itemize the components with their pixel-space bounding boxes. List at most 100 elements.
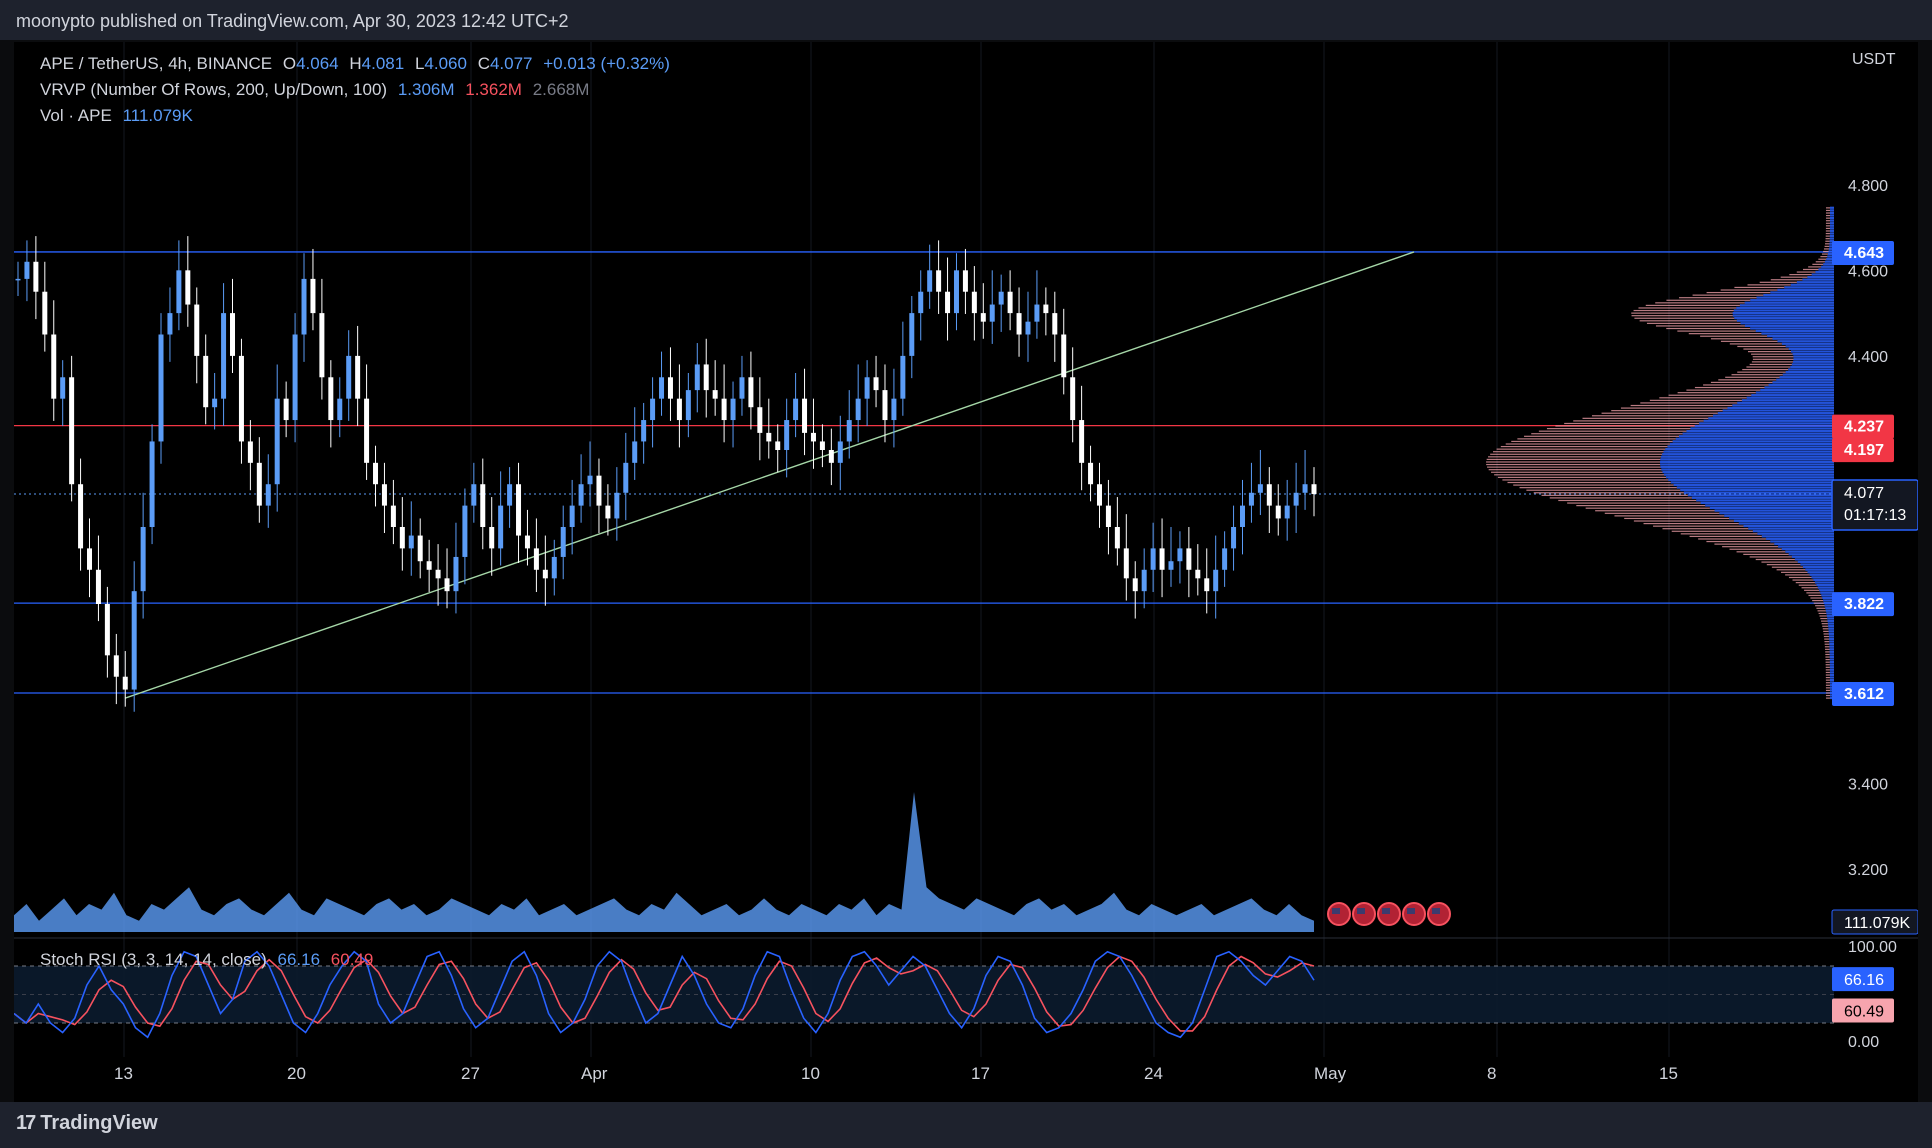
vp-bar-up <box>1781 342 1834 345</box>
vp-bar-up <box>1807 275 1834 279</box>
candle-body <box>1222 548 1228 570</box>
vp-bar-down <box>1655 325 1745 327</box>
vp-bar-down <box>1825 692 1830 694</box>
candle-body <box>614 492 620 519</box>
vp-bar-up <box>1829 242 1834 245</box>
vp-bar-up <box>1770 291 1834 294</box>
vp-bar-down <box>1497 476 1666 478</box>
vp-bar-up <box>1778 545 1834 548</box>
vp-bar-down <box>1490 453 1663 455</box>
event-flag-canton <box>1332 908 1340 914</box>
candle-body <box>42 291 48 335</box>
candle-body <box>873 377 879 391</box>
candle-body <box>1168 561 1174 570</box>
vp-bar-up <box>1829 681 1834 684</box>
vol-title[interactable]: Vol · APE <box>40 106 112 125</box>
vp-bar-down <box>1513 484 1674 486</box>
vp-bar-up <box>1829 671 1834 674</box>
vp-bar-up <box>1733 309 1834 312</box>
vp-bar-up <box>1732 314 1834 317</box>
candle-body <box>149 441 155 527</box>
vrvp-title[interactable]: VRVP (Number Of Rows, 200, Up/Down, 100) <box>40 80 388 99</box>
vp-bar-down <box>1620 407 1728 409</box>
vp-bar-up <box>1768 383 1834 386</box>
vp-bar-up <box>1829 650 1834 653</box>
candle-body <box>837 441 843 463</box>
candle-body <box>310 278 316 314</box>
candle-body <box>453 556 459 592</box>
vp-bar-up <box>1826 258 1834 261</box>
vp-bar-down <box>1825 697 1830 699</box>
vp-bar-down <box>1639 320 1737 322</box>
vol-legend: Vol · APE 111.079K <box>40 106 199 126</box>
vp-bar-down <box>1815 605 1825 607</box>
candle-body <box>319 313 325 378</box>
vp-bar-down <box>1634 317 1735 319</box>
candle-body <box>775 441 781 450</box>
vp-bar-down <box>1825 209 1830 212</box>
tradingview-brand[interactable]: 17 TradingView <box>16 1112 158 1135</box>
vp-bar-up <box>1813 578 1834 582</box>
chart-area[interactable]: USDT 4.800 4.600 4.400 3.400 3.200 4.643 4.237 4… <box>14 42 1918 1102</box>
vp-bar-up <box>1717 412 1834 415</box>
candle-body <box>78 484 84 549</box>
vp-bar-down <box>1812 263 1824 265</box>
vp-bar-up <box>1672 440 1834 443</box>
symbol-title[interactable]: APE / TetherUS, 4h, BINANCE <box>40 54 273 73</box>
candle-body <box>623 462 629 493</box>
vp-bar-up <box>1746 396 1834 399</box>
time-tick-label: May <box>1314 1064 1347 1083</box>
vp-bar-down <box>1823 630 1829 632</box>
vp-bar-down <box>1820 256 1828 258</box>
vp-bar-up <box>1829 658 1834 661</box>
vp-bar-down <box>1638 307 1737 309</box>
vp-bar-up <box>1816 583 1834 587</box>
vp-bar-down <box>1825 238 1830 240</box>
time-tick-label: 17 <box>971 1064 990 1083</box>
ohlc-high: 4.081 <box>361 54 405 73</box>
candle-body <box>1239 505 1245 527</box>
bottom-bar <box>0 1102 1932 1148</box>
candle-body <box>1079 420 1085 463</box>
vp-bar-down <box>1825 694 1830 697</box>
vp-bar-up <box>1660 458 1834 461</box>
candle-body <box>936 270 942 292</box>
candle-body <box>24 261 30 279</box>
candle-body <box>203 355 209 408</box>
candle-body <box>587 475 593 485</box>
candle-body <box>247 441 253 463</box>
vp-bar-down <box>1493 451 1664 453</box>
stoch-title[interactable]: Stoch RSI (3, 3, 14, 14, close) <box>40 950 267 969</box>
vp-bar-up <box>1788 553 1834 556</box>
stoch-k-tag: 66.16 <box>1844 972 1884 989</box>
vrvp-total: 2.668M <box>532 80 590 99</box>
candle-body <box>435 569 441 579</box>
level-tag: 4.237 <box>1844 419 1884 436</box>
vp-bar-up <box>1829 660 1834 664</box>
vp-bar-up <box>1738 522 1834 525</box>
candle-body <box>659 377 665 399</box>
vp-bar-up <box>1828 625 1834 628</box>
vp-bar-down <box>1645 304 1740 307</box>
vp-bar-up <box>1829 694 1834 697</box>
vp-bar-up <box>1781 548 1834 551</box>
candle-body <box>346 355 352 399</box>
vp-bar-up <box>1807 571 1834 574</box>
vp-bar-up <box>1829 227 1834 230</box>
candle-body <box>390 505 396 527</box>
vp-bar-down <box>1737 345 1786 348</box>
candle-body <box>1105 505 1111 527</box>
time-tick-label: Apr <box>581 1064 608 1083</box>
vp-bar-down <box>1558 499 1697 502</box>
vp-bar-down <box>1795 582 1815 584</box>
ohlc-low-label: L <box>414 54 425 73</box>
vp-bar-up <box>1760 388 1834 392</box>
candle-body <box>381 484 387 506</box>
vp-bar-down <box>1761 561 1798 563</box>
published-info: moonypto published on TradingView.com, A… <box>16 11 569 31</box>
vp-bar-down <box>1653 525 1744 527</box>
vp-bar-up <box>1737 401 1834 404</box>
price-tick-label: 3.200 <box>1848 862 1888 879</box>
chart-canvas[interactable]: USDT 4.800 4.600 4.400 3.400 3.200 4.643 4.237 4… <box>14 42 1918 1102</box>
vp-bar-down <box>1686 389 1761 391</box>
